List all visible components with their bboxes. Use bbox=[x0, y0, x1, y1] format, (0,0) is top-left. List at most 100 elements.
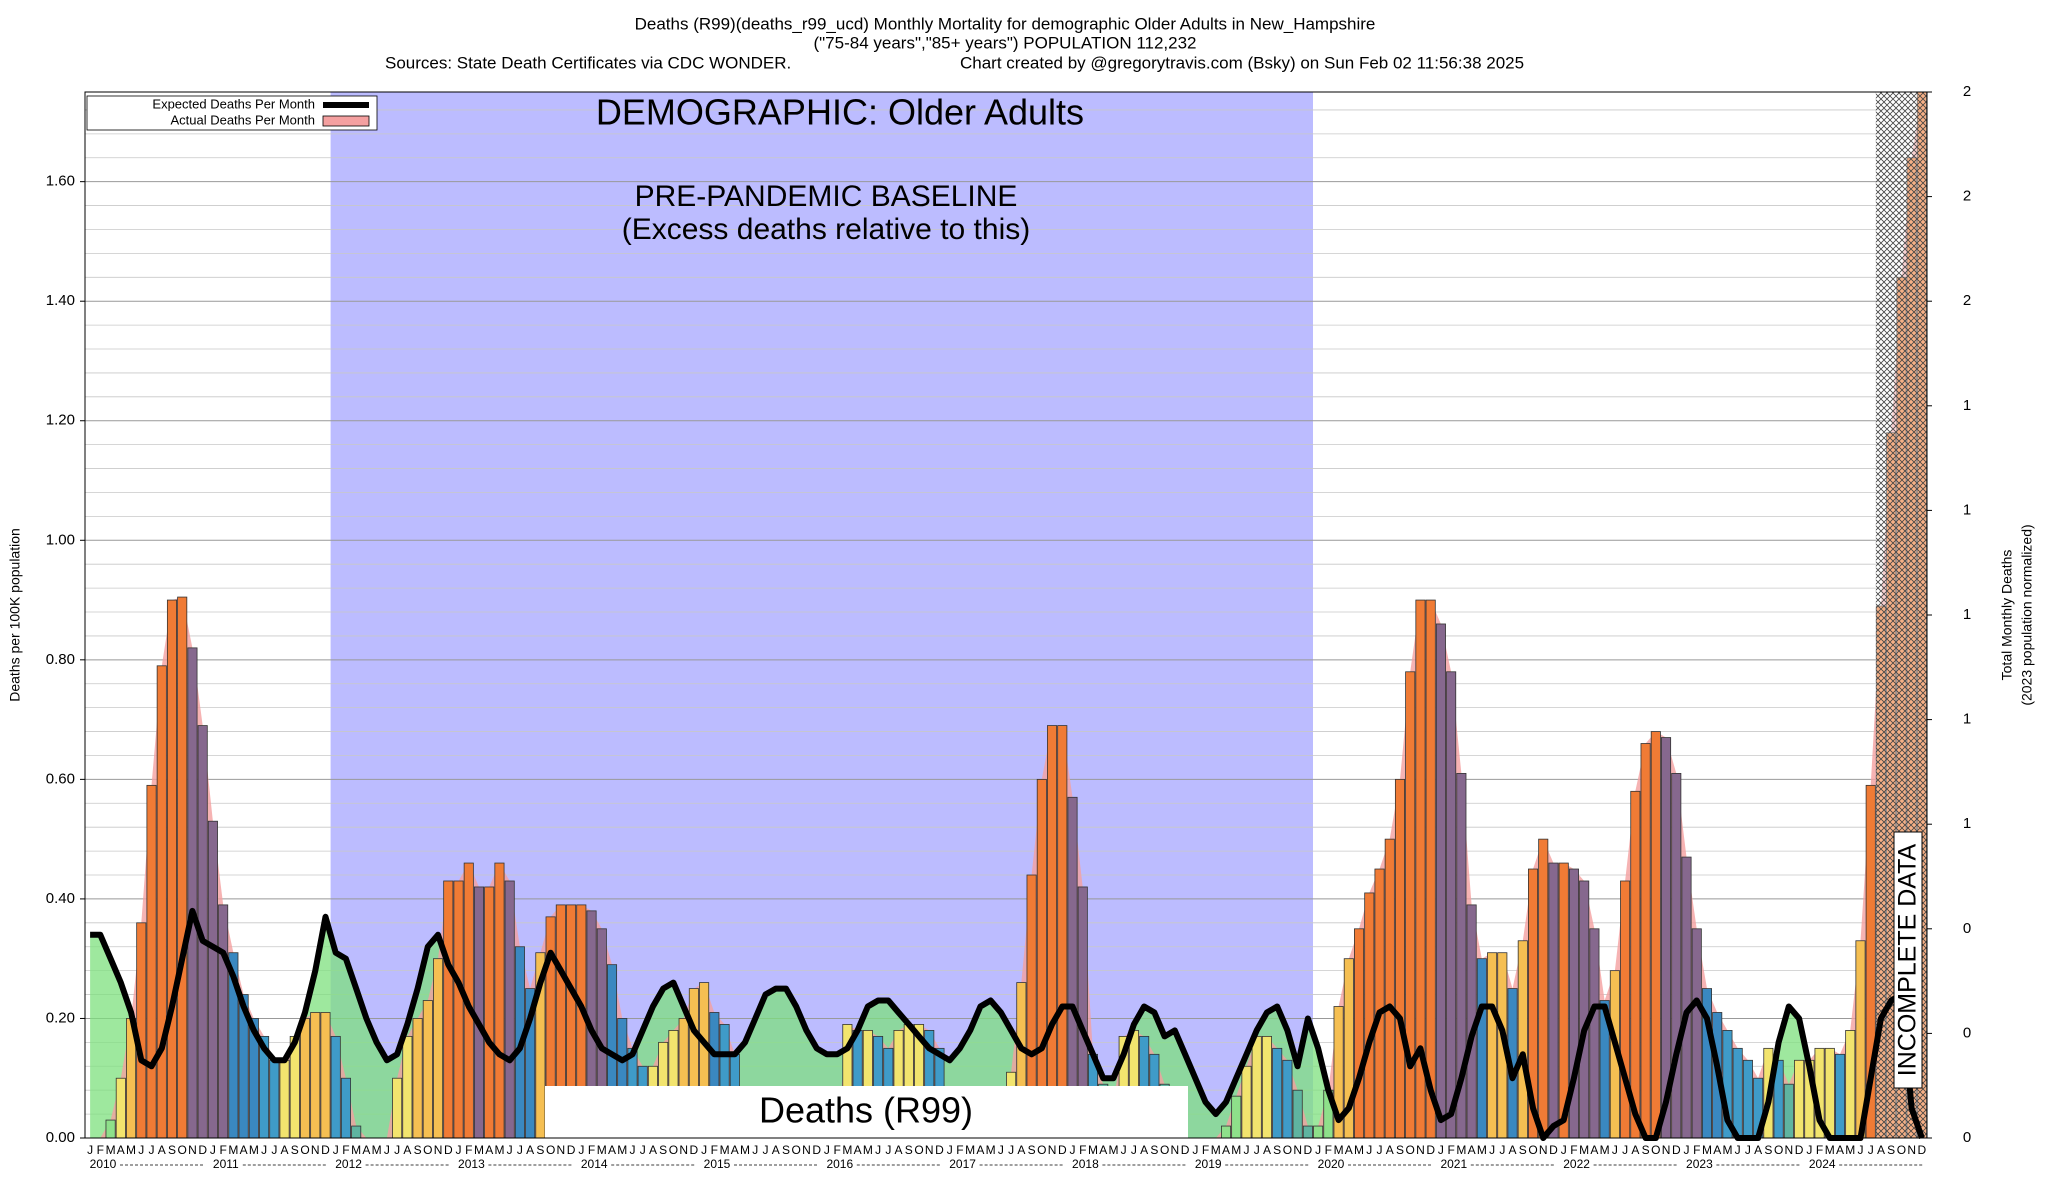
bar bbox=[1548, 862, 1559, 1139]
x-tick-label: M bbox=[617, 1143, 627, 1157]
x-tick-label: O bbox=[1897, 1143, 1906, 1157]
bar bbox=[146, 784, 157, 1139]
bar bbox=[392, 1077, 403, 1139]
x-tick-label: A bbox=[362, 1143, 370, 1157]
year-label: 2012 bbox=[335, 1157, 362, 1171]
x-tick-label: M bbox=[1702, 1143, 1712, 1157]
y2-tick-label: 1 bbox=[1963, 397, 1971, 414]
x-tick-label: A bbox=[1509, 1143, 1517, 1157]
x-tick-label: O bbox=[1528, 1143, 1537, 1157]
x-tick-label: D bbox=[1426, 1143, 1435, 1157]
y2-tick-label: 0 bbox=[1963, 1024, 1971, 1041]
year-label: 2020 bbox=[1318, 1157, 1345, 1171]
x-tick-label: J bbox=[1070, 1143, 1076, 1157]
x-tick-label: M bbox=[351, 1143, 361, 1157]
x-tick-label: D bbox=[935, 1143, 944, 1157]
x-tick-label: A bbox=[1386, 1143, 1394, 1157]
x-tick-label: D bbox=[1672, 1143, 1681, 1157]
bar bbox=[1302, 1125, 1313, 1139]
x-tick-label: S bbox=[1396, 1143, 1404, 1157]
chart-title: Deaths (R99)(deaths_r99_ucd) Monthly Mor… bbox=[635, 14, 1376, 33]
x-tick-label: M bbox=[720, 1143, 730, 1157]
x-tick-label: A bbox=[1590, 1143, 1598, 1157]
x-tick-label: J bbox=[456, 1143, 462, 1157]
y-tick-label: 0.80 bbox=[46, 651, 75, 668]
x-tick-label: M bbox=[1231, 1143, 1241, 1157]
bar bbox=[218, 904, 229, 1139]
bar bbox=[1047, 725, 1058, 1139]
bar bbox=[494, 862, 505, 1139]
x-tick-label: D bbox=[812, 1143, 821, 1157]
bar bbox=[156, 665, 167, 1139]
x-tick-label: M bbox=[1456, 1143, 1466, 1157]
bar bbox=[166, 599, 178, 1139]
x-tick-label: J bbox=[1735, 1143, 1741, 1157]
bar bbox=[1794, 1059, 1805, 1139]
x-tick-label: J bbox=[1857, 1143, 1863, 1157]
x-tick-label: M bbox=[1600, 1143, 1610, 1157]
bar bbox=[1272, 1047, 1283, 1139]
legend-swatch bbox=[322, 115, 370, 127]
bar bbox=[1538, 838, 1549, 1139]
annotation-baseline: PRE-PANDEMIC BASELINE bbox=[635, 180, 1018, 213]
x-tick-label: N bbox=[311, 1143, 320, 1157]
x-tick-label: S bbox=[1887, 1143, 1895, 1157]
x-tick-label: D bbox=[690, 1143, 699, 1157]
bar bbox=[1845, 1030, 1856, 1139]
x-tick-label: J bbox=[763, 1143, 769, 1157]
x-tick-label: J bbox=[1868, 1143, 1874, 1157]
bar bbox=[1261, 1035, 1272, 1139]
x-tick-label: J bbox=[1489, 1143, 1495, 1157]
x-tick-label: S bbox=[1028, 1143, 1036, 1157]
x-tick-label: S bbox=[782, 1143, 790, 1157]
bar bbox=[1640, 743, 1651, 1139]
bar bbox=[136, 922, 147, 1139]
x-tick-label: N bbox=[802, 1143, 811, 1157]
x-tick-label: M bbox=[1211, 1143, 1221, 1157]
x-tick-label: J bbox=[1684, 1143, 1690, 1157]
year-label: 2019 bbox=[1195, 1157, 1222, 1171]
x-tick-label: J bbox=[998, 1143, 1004, 1157]
x-tick-label: D bbox=[444, 1143, 453, 1157]
x-tick-label: A bbox=[731, 1143, 739, 1157]
x-tick-label: S bbox=[414, 1143, 422, 1157]
x-tick-label: O bbox=[1774, 1143, 1783, 1157]
x-tick-label: S bbox=[1519, 1143, 1527, 1157]
x-tick-label: J bbox=[517, 1143, 523, 1157]
annotation-baseline-note: (Excess deaths relative to this) bbox=[622, 213, 1031, 246]
x-tick-label: A bbox=[526, 1143, 534, 1157]
x-tick-label: D bbox=[567, 1143, 576, 1157]
y2-tick-label: 1 bbox=[1963, 606, 1971, 623]
x-tick-label: A bbox=[1222, 1143, 1230, 1157]
bar bbox=[1783, 1083, 1794, 1139]
x-tick-label: F bbox=[1325, 1143, 1332, 1157]
x-tick-label: M bbox=[1845, 1143, 1855, 1157]
bar bbox=[443, 880, 454, 1139]
bar bbox=[1057, 725, 1068, 1139]
x-tick-label: J bbox=[384, 1143, 390, 1157]
y2-axis-title: Total Monthly Deaths bbox=[1999, 550, 2015, 681]
x-tick-label: M bbox=[106, 1143, 116, 1157]
year-label: 2013 bbox=[458, 1157, 485, 1171]
x-tick-label: A bbox=[1836, 1143, 1844, 1157]
x-tick-label: D bbox=[1918, 1143, 1927, 1157]
y-axis-title: Deaths per 100K population bbox=[7, 528, 23, 702]
y-tick-label: 1.00 bbox=[46, 531, 75, 548]
x-tick-label: N bbox=[1293, 1143, 1302, 1157]
x-tick-label: J bbox=[875, 1143, 881, 1157]
y2-tick-label: 1 bbox=[1963, 815, 1971, 832]
x-tick-label: S bbox=[1273, 1143, 1281, 1157]
bar bbox=[177, 596, 188, 1139]
annotation-incomplete: INCOMPLETE DATA bbox=[1894, 843, 1922, 1076]
x-tick-label: A bbox=[1099, 1143, 1107, 1157]
bar bbox=[433, 958, 444, 1139]
x-tick-label: N bbox=[1785, 1143, 1794, 1157]
x-tick-label: J bbox=[701, 1143, 707, 1157]
cause-box bbox=[545, 1086, 1188, 1138]
bar bbox=[1650, 731, 1661, 1139]
bar bbox=[105, 1119, 116, 1139]
x-tick-label: O bbox=[669, 1143, 678, 1157]
x-tick-label: A bbox=[649, 1143, 657, 1157]
bar bbox=[351, 1125, 362, 1139]
year-label: 2024 bbox=[1809, 1157, 1836, 1171]
